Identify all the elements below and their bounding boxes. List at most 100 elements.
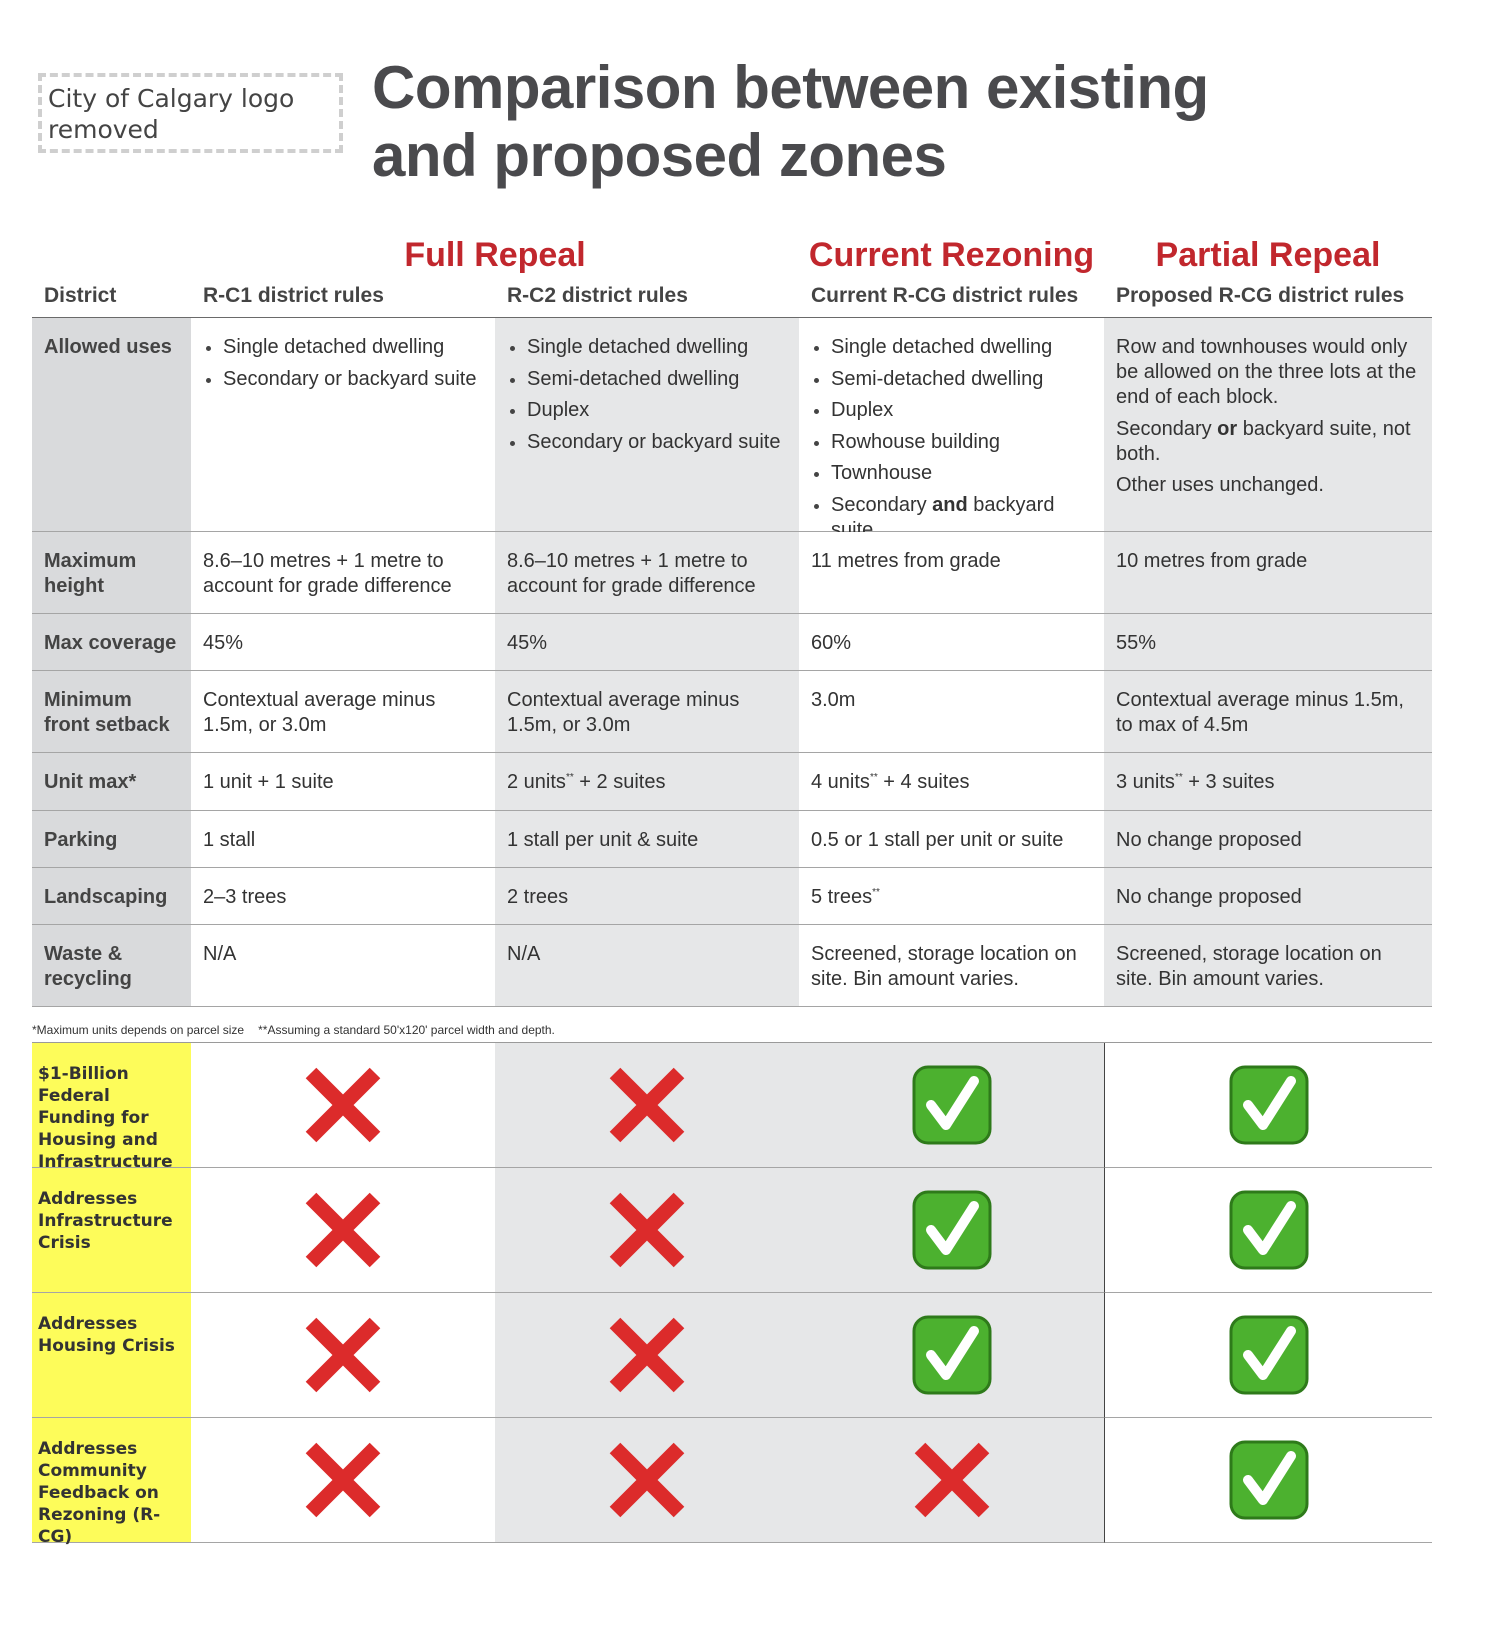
row-label: Allowed uses — [32, 318, 191, 532]
table-cell: 3 units** + 3 suites — [1104, 753, 1432, 811]
criteria-label: Addresses Infrastructure Crisis — [32, 1168, 191, 1293]
footnote-marker: ** — [1174, 772, 1183, 783]
bullet — [814, 503, 819, 509]
check-mark — [1242, 1076, 1296, 1130]
bullet-item: Semi-detached dwelling — [811, 367, 1094, 392]
criteria-cell — [495, 1168, 799, 1293]
check-box — [912, 1065, 991, 1145]
cell-text: 3 units** + 3 suites — [1116, 770, 1422, 795]
text: + 4 suites — [877, 771, 970, 793]
bullet — [206, 346, 211, 351]
text: 8.6–10 metres + 1 metre to account for g… — [203, 550, 452, 597]
check-icon — [912, 1065, 991, 1145]
text: 55% — [1116, 632, 1157, 654]
table-cell: 10 metres from grade — [1104, 532, 1432, 614]
cell-text: N/A — [203, 942, 485, 967]
text: 2 trees — [507, 886, 569, 908]
cross-icon — [305, 1442, 381, 1518]
criteria-cell — [191, 1293, 495, 1418]
text: Single detached dwelling — [831, 336, 1053, 358]
cross-mark — [305, 1442, 381, 1518]
bullet — [510, 346, 515, 351]
text: Duplex — [831, 399, 894, 421]
cell-text: 2–3 trees — [203, 885, 485, 910]
criteria-cell — [799, 1418, 1104, 1543]
bullet-item: Single detached dwelling — [203, 335, 485, 360]
bullet-list: Single detached dwelling Semi-detached dw… — [507, 335, 789, 455]
check-mark — [925, 1201, 979, 1255]
cell-text: N/A — [507, 942, 789, 967]
footnotes: *Maximum units depends on parcel size **A… — [32, 1023, 569, 1037]
group-heading: Partial Repeal — [1155, 236, 1381, 274]
text: Secondary or backyard suite — [223, 367, 477, 390]
bullet — [814, 472, 819, 477]
cross-icon — [305, 1317, 381, 1393]
text: 8.6–10 metres + 1 metre to account for g… — [507, 550, 756, 597]
cell-text: 8.6–10 metres + 1 metre to account for g… — [507, 549, 789, 599]
cell-text: Contextual average minus 1.5m, to max of… — [1116, 688, 1422, 738]
cell-text: 45% — [203, 631, 485, 656]
emphasis: and — [932, 493, 968, 516]
table-cell: Screened, storage location on site. Bin … — [1104, 925, 1432, 1007]
bullet-item: Townhouse — [811, 461, 1094, 486]
cross-icon — [609, 1192, 685, 1268]
cross-mark — [305, 1192, 381, 1268]
text: N/A — [203, 943, 237, 965]
text: 0.5 or 1 stall per unit or suite — [811, 829, 1064, 851]
text: Screened, storage location on site. Bin … — [1116, 943, 1382, 990]
text: Other uses unchanged. — [1116, 474, 1324, 496]
criteria-cell — [191, 1168, 495, 1293]
text: Semi-detached dwelling — [527, 367, 740, 390]
table-cell: 1 stall — [191, 811, 495, 868]
cross-icon — [914, 1442, 989, 1518]
table-cell: N/A — [495, 925, 799, 1007]
text: Townhouse — [831, 462, 933, 484]
cross-icon — [609, 1317, 685, 1393]
cell-text: 55% — [1116, 631, 1422, 656]
text: Contextual average minus 1.5m, to max of… — [1116, 689, 1404, 736]
row-label: Waste & recycling — [32, 925, 191, 1007]
criteria-rule — [32, 1042, 1432, 1044]
text: 45% — [507, 632, 548, 654]
check-box — [1229, 1315, 1308, 1395]
cell-text: 4 units** + 4 suites — [811, 770, 1094, 795]
text: Secondary — [1116, 417, 1218, 440]
text: Row and townhouses would only be allowed… — [1116, 336, 1417, 408]
cell-text: 8.6–10 metres + 1 metre to account for g… — [203, 549, 485, 599]
bullet — [510, 440, 515, 446]
table-cell: No change proposed — [1104, 811, 1432, 868]
table-cell: 2 units** + 2 suites — [495, 753, 799, 811]
check-mark — [1242, 1451, 1296, 1505]
group-heading: Full Repeal — [404, 236, 586, 274]
cell-text: 1 unit + 1 suite — [203, 770, 485, 795]
criteria-label: Addresses Community Feedback on Rezoning… — [32, 1418, 191, 1547]
row-label: Parking — [32, 811, 191, 868]
table-cell: Screened, storage location on site. Bin … — [799, 925, 1104, 1007]
bullet-item: Single detached dwelling — [811, 335, 1094, 360]
check-icon — [1229, 1440, 1308, 1520]
table-cell: 1 unit + 1 suite — [191, 753, 495, 811]
bullet — [814, 377, 819, 383]
table-cell: 55% — [1104, 614, 1432, 671]
check-box — [912, 1315, 991, 1395]
table-cell: 2–3 trees — [191, 868, 495, 925]
cross-mark — [609, 1442, 685, 1518]
bullet-item: Single detached dwelling — [507, 335, 789, 360]
check-icon — [912, 1190, 991, 1270]
text: Duplex — [527, 399, 590, 421]
criteria-label: $1-Billion Federal Funding for Housing a… — [32, 1043, 191, 1172]
text: backyard suite, not both. — [1116, 417, 1411, 465]
table-cell: 8.6–10 metres + 1 metre to account for g… — [495, 532, 799, 614]
bullet-item: Semi-detached dwelling — [507, 367, 789, 392]
bullet — [510, 409, 515, 414]
text: 5 trees — [811, 886, 873, 908]
table-cell: Single detached dwelling Semi-detached dw… — [495, 318, 799, 532]
table-cell: 0.5 or 1 stall per unit or suite — [799, 811, 1104, 868]
logo-placeholder: City of Calgary logo removed — [38, 73, 343, 153]
cell-text: Screened, storage location on site. Bin … — [1116, 942, 1422, 992]
bullet-item: Duplex — [507, 398, 789, 423]
table-cell: Single detached dwelling Semi-detached dw… — [799, 318, 1104, 541]
table-cell: 5 trees** — [799, 868, 1104, 925]
footnote-marker: ** — [869, 772, 878, 783]
row-label: Minimum front setback — [32, 671, 191, 753]
